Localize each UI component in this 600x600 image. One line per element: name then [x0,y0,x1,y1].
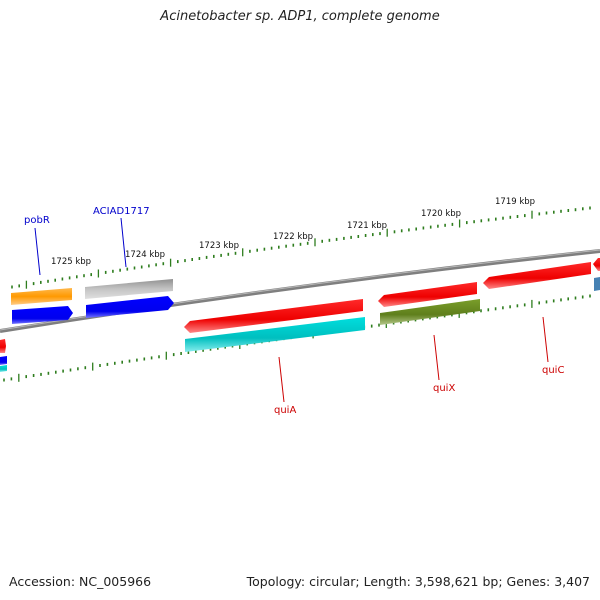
gene-quiC[interactable] [483,262,591,289]
gene-aciad1717[interactable] [85,279,173,299]
gene-quiX[interactable] [378,282,477,307]
gene-edge-right[interactable] [593,258,600,271]
gene-olive[interactable] [380,299,480,325]
gene-edge-right-steel[interactable] [594,277,600,291]
quiC-leader [542,316,549,363]
quiX-leader [433,334,440,381]
kbp-label-1722: 1722 kbp [273,232,313,242]
gene-pobR[interactable] [11,288,72,305]
pobR-leader [34,227,41,276]
kbp-label-1725: 1725 kbp [51,257,91,267]
accession-text: Accession: NC_005966 [9,574,152,589]
genome-backbone-highlight [0,249,600,331]
kbp-labels: 1725 kbp 1724 kbp 1723 kbp 1722 kbp 1721… [51,197,535,267]
gene-blue-2[interactable] [86,296,174,318]
gene-edge-left-blue[interactable] [0,356,7,372]
genome-backbone [0,249,600,333]
map-title: Acinetobacter sp. ADP1, complete genome [160,9,440,24]
kbp-label-1724: 1724 kbp [125,250,165,260]
kbp-label-1720: 1720 kbp [421,209,461,219]
quiA-leader [278,356,285,403]
kbp-label-1721: 1721 kbp [347,221,387,231]
gene-label-quiX[interactable]: quiX [433,383,455,394]
gene-label-quiA[interactable]: quiA [274,405,296,416]
gene-label-quiC[interactable]: quiC [542,365,564,376]
gene-label-pobR[interactable]: pobR [24,215,50,226]
kbp-label-1723: 1723 kbp [199,241,239,251]
gene-label-aciad1717[interactable]: ACIAD1717 [93,206,150,217]
gene-cyan[interactable] [185,317,365,352]
topology-text: Topology: circular; Length: 3,598,621 bp… [246,574,590,589]
kbp-label-1719: 1719 kbp [495,197,535,207]
gene-blue-1[interactable] [12,306,73,324]
outer-tick-ring [11,206,591,289]
gene-quiA[interactable] [184,299,363,333]
gene-edge-left-red[interactable] [0,339,6,353]
aciad1717-leader [120,217,127,268]
